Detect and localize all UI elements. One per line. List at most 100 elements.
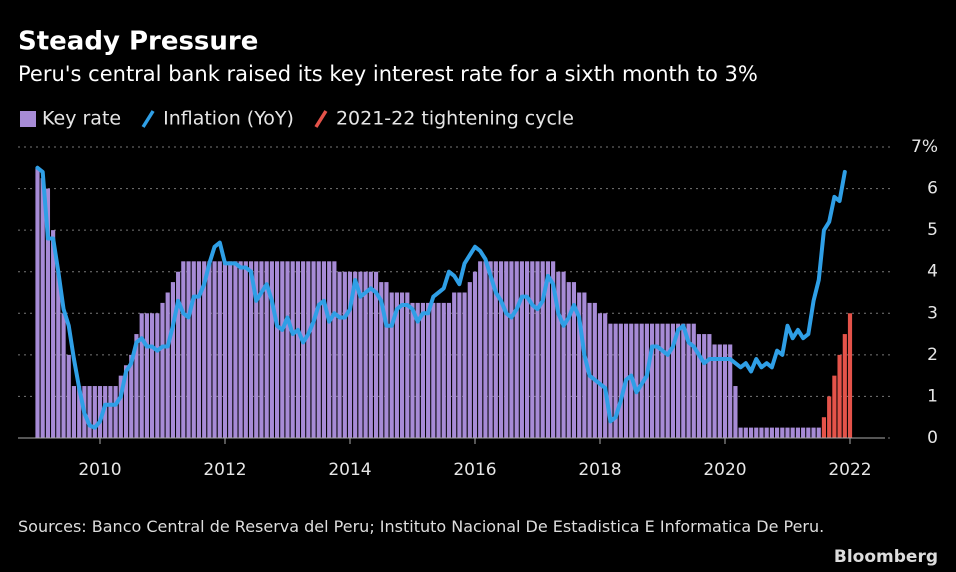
bar [301,261,306,438]
bar [676,323,681,438]
y-tick-label: 7% [911,137,938,157]
y-tick-label: 3 [927,303,938,323]
bar [426,302,431,438]
bar [77,386,82,438]
x-tick-label: 2018 [578,460,621,480]
bar [754,427,759,438]
bar [332,261,337,438]
bar [660,323,665,438]
bar [504,261,509,438]
bar [217,261,222,438]
bar [530,261,535,438]
bar [311,261,316,438]
bar [61,313,66,438]
bar [123,365,129,438]
x-tick-label: 2022 [828,460,871,480]
bar [540,261,545,438]
bar [634,323,639,438]
bar [327,261,332,438]
bar [748,427,754,438]
bar [603,313,608,438]
bar [649,323,655,438]
bar [285,261,290,438]
bar [431,302,436,438]
bar [488,261,493,438]
bar [394,292,399,438]
chart-title: Steady Pressure [18,27,258,57]
bar [816,427,821,438]
y-tick-label: 2 [927,345,938,365]
bar [498,261,504,438]
bar [597,313,603,438]
legend-label: 2021-22 tightening cycle [336,108,574,130]
plot-area: 0 1 2 3 4 5 6 7% 2010 2012 2014 2016 2018 2020 2022 [18,137,938,480]
bar [592,302,597,438]
bar [467,282,472,438]
bar [35,167,40,439]
bar [212,261,217,438]
bar [196,261,202,438]
bar [347,271,353,438]
bar [139,313,144,438]
bar [165,292,170,438]
x-tick-label: 2012 [203,460,246,480]
legend-swatch [314,110,328,128]
bar [613,323,618,438]
bar [40,178,45,438]
bar [655,323,660,438]
bar [368,271,373,438]
bar [144,313,149,438]
bar [399,292,405,438]
y-tick-label: 6 [927,179,938,199]
bar [790,427,795,438]
bar [254,261,259,438]
bar [248,261,254,438]
y-tick-label: 0 [927,428,938,448]
bar [472,271,478,438]
chart-subtitle: Peru's central bank raised its key inter… [18,62,758,86]
bar [71,386,77,438]
brand: Bloomberg [834,547,938,567]
bar [524,261,530,438]
bar [160,302,165,438]
bar [457,292,462,438]
bar [363,271,368,438]
bar [509,261,514,438]
bar [821,417,827,438]
x-tick-label: 2010 [78,460,121,480]
bar [717,344,722,438]
bar [483,261,488,438]
bar [644,323,649,438]
bar [191,261,196,438]
bar [696,334,702,438]
bar [556,271,561,438]
bar [738,427,743,438]
bar [342,271,347,438]
x-tick-label: 2014 [328,460,371,480]
bar [181,261,186,438]
bar [827,396,832,438]
bar [566,282,571,438]
bar [243,261,248,438]
bar [113,386,118,438]
bar [420,302,426,438]
legend-label: Key rate [42,108,121,130]
bar [103,386,108,438]
bar [722,344,728,438]
bar [295,261,301,438]
bar [280,261,285,438]
bar [51,230,56,438]
bar [264,261,269,438]
bar [769,427,774,438]
bar [170,282,176,438]
bar [686,323,691,438]
bar [446,302,452,438]
bar [389,292,394,438]
legend-swatch [20,111,36,127]
bar [535,261,540,438]
bar [764,427,769,438]
bar [832,375,837,438]
bar [493,261,498,438]
